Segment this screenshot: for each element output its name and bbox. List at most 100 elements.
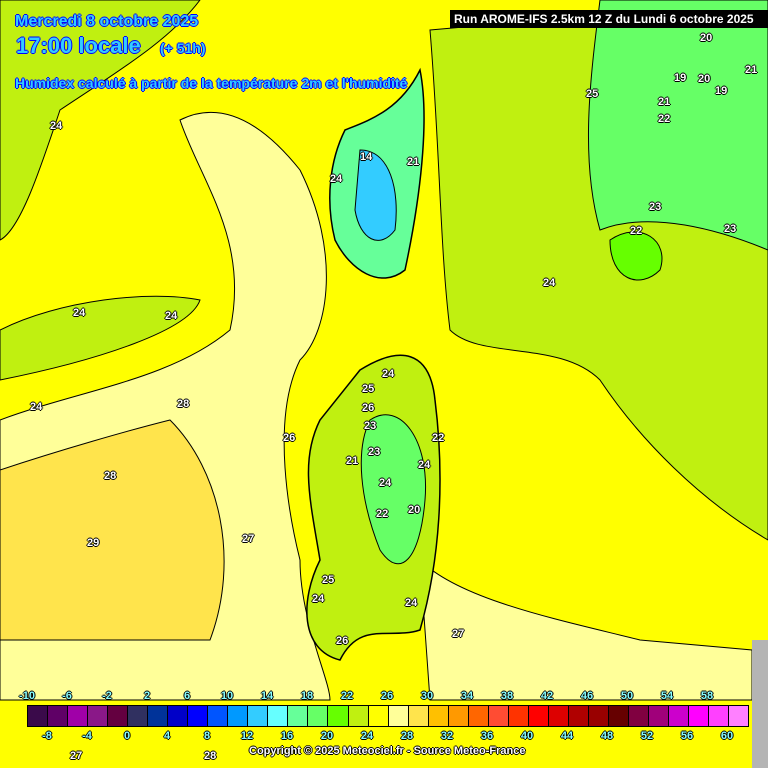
colorbar-swatch bbox=[528, 706, 549, 726]
colorbar-tick-top: -2 bbox=[102, 690, 112, 702]
colorbar-tick-top: 14 bbox=[260, 690, 274, 702]
humidex-27-zone bbox=[419, 558, 753, 701]
colorbar-tick-bottom: 8 bbox=[203, 730, 211, 742]
contour-label: 26 bbox=[283, 432, 296, 444]
colorbar-swatch bbox=[48, 706, 69, 726]
contour-label: 20 bbox=[408, 504, 421, 516]
colorbar-tick-bottom: 40 bbox=[520, 730, 534, 742]
colorbar-swatch bbox=[348, 706, 369, 726]
colorbar-swatch bbox=[268, 706, 289, 726]
colorbar-tick-bottom: 12 bbox=[240, 730, 254, 742]
colorbar-tick-top: 18 bbox=[300, 690, 314, 702]
contour-label: 21 bbox=[745, 64, 758, 76]
contour-label: 25 bbox=[362, 383, 375, 395]
contour-label: 27 bbox=[452, 628, 465, 640]
colorbar-swatch bbox=[148, 706, 169, 726]
contour-label: 24 bbox=[543, 277, 556, 289]
colorbar-tick-top: -6 bbox=[62, 690, 72, 702]
colorbar-tick-bottom: 28 bbox=[400, 730, 414, 742]
colorbar-tick-bottom: 4 bbox=[163, 730, 171, 742]
sardinia-inner bbox=[360, 414, 427, 565]
colorbar-swatch bbox=[88, 706, 109, 726]
map-description: Humidex calculé à partir de la températu… bbox=[15, 75, 408, 91]
contour-label: 28 bbox=[204, 750, 217, 762]
contour-label: 24 bbox=[312, 593, 325, 605]
contour-label: 26 bbox=[362, 402, 375, 414]
copyright: Copyright © 2025 Meteociel.fr - Source M… bbox=[249, 745, 526, 757]
contour-label: 24 bbox=[382, 368, 395, 380]
colorbar-swatch bbox=[128, 706, 149, 726]
contour-label: 23 bbox=[649, 201, 662, 213]
colorbar-tick-top: -10 bbox=[19, 690, 35, 702]
contour-label: 25 bbox=[322, 574, 335, 586]
colorbar-tick-top: 22 bbox=[340, 690, 354, 702]
colorbar-swatch bbox=[628, 706, 649, 726]
colorbar-swatch bbox=[308, 706, 329, 726]
contour-label: 21 bbox=[407, 156, 420, 168]
italy-green-dark bbox=[587, 0, 768, 251]
colorbar-swatch bbox=[729, 706, 749, 726]
contour-label: 22 bbox=[658, 113, 671, 125]
colorbar-tick-bottom: 44 bbox=[560, 730, 574, 742]
colorbar-tick-bottom: 16 bbox=[280, 730, 294, 742]
colorbar-swatch bbox=[689, 706, 710, 726]
colorbar-tick-top: 26 bbox=[380, 690, 394, 702]
contour-label: 14 bbox=[360, 151, 373, 163]
upper-left-green bbox=[0, 0, 201, 241]
colorbar-swatch bbox=[669, 706, 690, 726]
colorbar-swatch bbox=[488, 706, 509, 726]
contour-label: 20 bbox=[698, 73, 711, 85]
contour-label: 22 bbox=[432, 432, 445, 444]
colorbar-swatch bbox=[548, 706, 569, 726]
colorbar-tick-bottom: 20 bbox=[320, 730, 334, 742]
contour-label: 24 bbox=[30, 401, 43, 413]
contour-label: 21 bbox=[658, 96, 671, 108]
contour-label: 24 bbox=[73, 307, 86, 319]
corsica-peaks bbox=[354, 149, 397, 241]
colorbar-tick-top: 2 bbox=[143, 690, 151, 702]
colorbar-tick-bottom: 0 bbox=[123, 730, 131, 742]
colorbar-tick-bottom: 56 bbox=[680, 730, 694, 742]
colorbar-swatch bbox=[248, 706, 269, 726]
colorbar-tick-top: 42 bbox=[540, 690, 554, 702]
colorbar-swatch bbox=[188, 706, 209, 726]
forecast-lead-time: (+ 51h) bbox=[160, 40, 206, 56]
colorbar-tick-top: 10 bbox=[220, 690, 234, 702]
colorbar-tick-top: 46 bbox=[580, 690, 594, 702]
italy-green-2 bbox=[609, 231, 663, 281]
contour-label: 22 bbox=[376, 508, 389, 520]
colorbar-swatch bbox=[448, 706, 469, 726]
colorbar-tick-bottom: 48 bbox=[600, 730, 614, 742]
contour-label: 23 bbox=[364, 420, 377, 432]
colorbar-swatch bbox=[468, 706, 489, 726]
colorbar-swatch bbox=[28, 706, 49, 726]
contour-label: 28 bbox=[177, 398, 190, 410]
colorbar-tick-top: 58 bbox=[700, 690, 714, 702]
contour-label: 22 bbox=[630, 225, 643, 237]
colorbar-tick-top: 34 bbox=[460, 690, 474, 702]
colorbar-swatch bbox=[568, 706, 589, 726]
colorbar-tick-bottom: 32 bbox=[440, 730, 454, 742]
colorbar-swatch bbox=[508, 706, 529, 726]
contour-label: 23 bbox=[724, 223, 737, 235]
colorbar bbox=[27, 705, 749, 727]
colorbar-swatch bbox=[68, 706, 89, 726]
contour-label: 24 bbox=[379, 477, 392, 489]
colorbar-swatch bbox=[208, 706, 229, 726]
colorbar-swatch bbox=[108, 706, 129, 726]
contour-label: 29 bbox=[87, 537, 100, 549]
contour-label: 24 bbox=[405, 597, 418, 609]
colorbar-tick-top: 50 bbox=[620, 690, 634, 702]
humidex-28-zone bbox=[0, 419, 225, 641]
colorbar-swatch bbox=[368, 706, 389, 726]
colorbar-tick-bottom: -8 bbox=[42, 730, 52, 742]
contour-label: 27 bbox=[70, 750, 83, 762]
contour-label: 26 bbox=[336, 635, 349, 647]
left-green bbox=[0, 295, 201, 381]
colorbar-tick-bottom: 24 bbox=[360, 730, 374, 742]
colorbar-swatch bbox=[428, 706, 449, 726]
colorbar-tick-bottom: 60 bbox=[720, 730, 734, 742]
colorbar-tick-top: 38 bbox=[500, 690, 514, 702]
colorbar-swatch bbox=[288, 706, 309, 726]
